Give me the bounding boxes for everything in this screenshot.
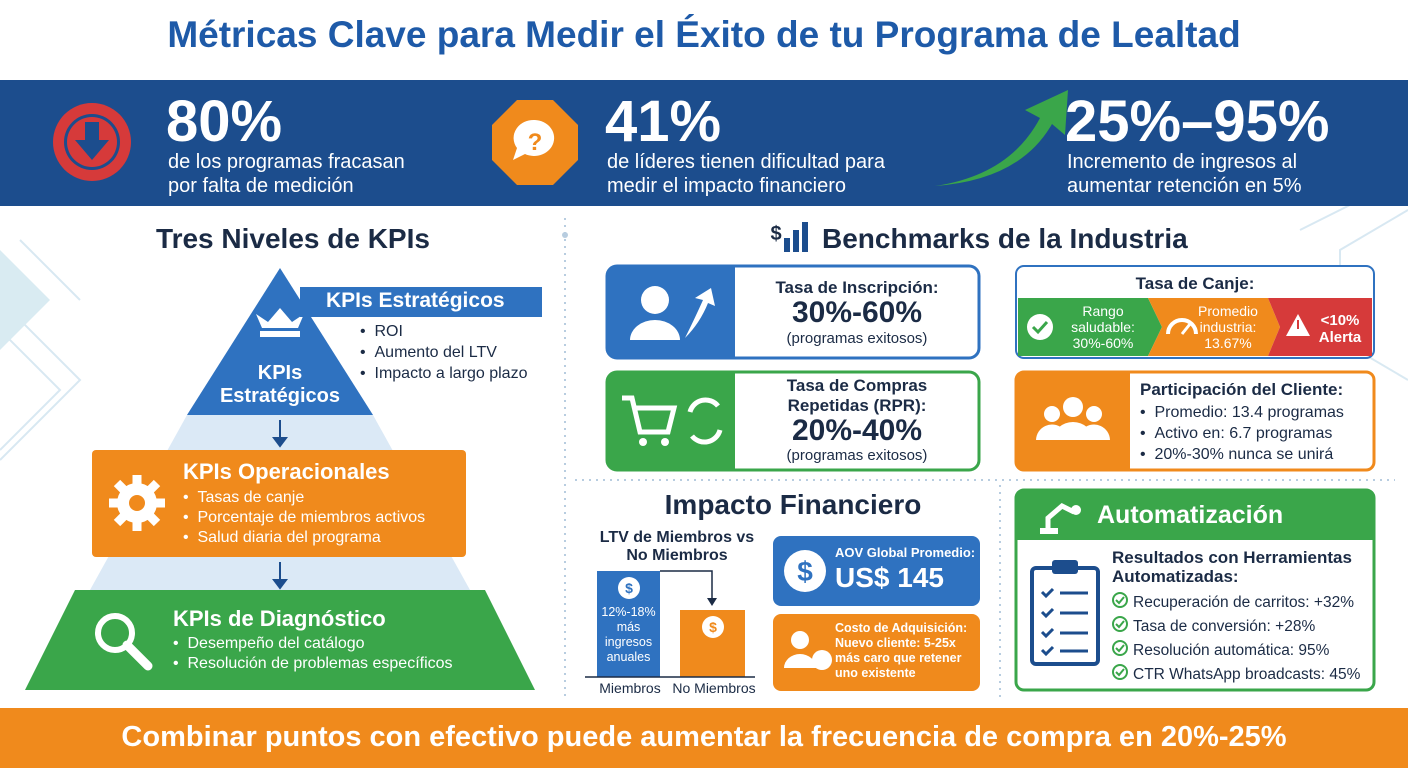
- kpi-label: KPIs Estratégicos: [326, 289, 505, 312]
- stat-value: 25%–95%: [1065, 89, 1330, 154]
- list-item: Costo de Adquisición:: [835, 621, 968, 635]
- card-label: Tasa de Inscripción:: [775, 278, 939, 297]
- card-note: (programas exitosos): [786, 447, 928, 464]
- list-item: Alerta: [1318, 329, 1362, 346]
- card-title: Participación del Cliente:: [1140, 380, 1344, 399]
- list-item: Automatizadas:: [1112, 567, 1239, 586]
- list-item: CTR WhatsApp broadcasts: 45%: [1133, 666, 1361, 683]
- list-item: Promedio: 13.4 programas: [1140, 402, 1344, 423]
- bar-note: 12%-18% más ingresos anuales: [597, 605, 660, 665]
- list-item: 12%-18%: [601, 605, 656, 619]
- svg-text:?: ?: [528, 129, 543, 156]
- list-item: KPIs: [257, 362, 303, 384]
- list-item: Recuperación de carritos: +32%: [1133, 594, 1354, 611]
- list-item: Repetidas (RPR):: [787, 396, 927, 415]
- list-item: más caro que retener: [835, 651, 962, 665]
- pyramid-label: KPIs Estratégicos: [200, 362, 360, 408]
- kpi-label: KPIs de Diagnóstico: [173, 606, 386, 631]
- list-item: 13.67%: [1204, 335, 1252, 351]
- kpi-list: Tasas de canjePorcentaje de miembros act…: [183, 488, 426, 548]
- list-item: LTV de Miembros vs: [599, 529, 755, 546]
- list-item: uno existente: [835, 666, 916, 680]
- list-item: industria:: [1199, 319, 1257, 335]
- card-note: (programas exitosos): [786, 330, 928, 347]
- card-title: Tasa de Canje:: [1135, 274, 1255, 293]
- stat-text: de líderes tienen dificultad para medir e…: [607, 150, 885, 198]
- list-item: ingresos: [604, 635, 653, 649]
- list-item: Rango: [1082, 303, 1124, 319]
- list-item: Estratégicos: [219, 385, 341, 407]
- list-item: Resolución automática: 95%: [1133, 642, 1330, 659]
- page-title: Métricas Clave para Medir el Éxito de tu…: [167, 14, 1241, 55]
- stat-text: Incremento de ingresos al aumentar retenc…: [1067, 150, 1302, 198]
- list-item: <10%: [1320, 312, 1360, 329]
- list-item: saludable:: [1071, 319, 1135, 335]
- list-item: Porcentaje de miembros activos: [183, 508, 426, 528]
- card-value: US$ 145: [835, 562, 944, 593]
- list-item: Tasa de Compras: [786, 376, 928, 395]
- list-item: Aumento del LTV: [360, 342, 527, 363]
- list-item: 20%-30% nunca se unirá: [1140, 444, 1344, 465]
- card-subtitle: Resultados con Herramientas Automatizadas…: [1112, 548, 1352, 586]
- card-value: 20%-40%: [791, 414, 923, 447]
- list-item: Tasas de canje: [183, 488, 425, 508]
- list-item: No Miembros: [626, 547, 728, 564]
- card-value: 30%-60%: [791, 296, 923, 329]
- kpi-list: Desempeño del catálogoResolución de prob…: [173, 634, 453, 674]
- segment-label: Rango saludable: 30%-60%: [1058, 303, 1148, 351]
- list-item: ROI: [360, 321, 527, 342]
- stat-text: de los programas fracasan por falta de me…: [168, 150, 405, 198]
- list-item: 30%-60%: [1072, 335, 1134, 351]
- list-item: medir el impacto financiero: [607, 175, 846, 197]
- list-item: Impacto a largo plazo: [360, 363, 528, 384]
- list-item: Resultados con Herramientas: [1112, 548, 1352, 567]
- list-item: aumentar retención en 5%: [1067, 175, 1302, 197]
- section-title: Tres Niveles de KPIs: [156, 223, 430, 254]
- card-text: Costo de Adquisición: Nuevo cliente: 5-25…: [835, 621, 967, 681]
- card-list: Promedio: 13.4 programasActivo en: 6.7 p…: [1140, 402, 1344, 465]
- kpi-list: ROIAumento del LTVImpacto a largo plazo: [360, 321, 528, 384]
- card-label: Tasa de Compras Repetidas (RPR):: [735, 376, 979, 416]
- list-item: anuales: [606, 650, 651, 664]
- stat-value: 41%: [605, 89, 722, 154]
- category-label: Miembros: [599, 680, 661, 696]
- svg-text:$: $: [709, 619, 717, 635]
- list-item: Desempeño del catálogo: [173, 634, 453, 654]
- kpi-label: KPIs Operacionales: [183, 459, 390, 484]
- list-item: Salud diaria del programa: [183, 528, 425, 548]
- list-item: Activo en: 6.7 programas: [1140, 423, 1344, 444]
- category-label: No Miembros: [672, 680, 756, 696]
- footer-text: Combinar puntos con efectivo puede aumen…: [121, 721, 1287, 753]
- list-item: por falta de medición: [168, 175, 354, 197]
- section-title: Impacto Financiero: [664, 489, 922, 520]
- svg-text:$: $: [625, 580, 633, 596]
- svg-text:$: $: [770, 223, 781, 245]
- list-item: de los programas fracasan: [168, 151, 405, 173]
- list-item: de líderes tienen dificultad para: [607, 151, 885, 173]
- stat-value: 80%: [166, 89, 283, 154]
- list-item: Resolución de problemas específicos: [173, 654, 453, 674]
- list-item: Tasa de conversión: +28%: [1133, 618, 1316, 635]
- chart-title: LTV de Miembros vs No Miembros: [577, 529, 777, 565]
- segment-label: Promedio industria: 13.67%: [1188, 303, 1268, 351]
- svg-text:$: $: [797, 556, 813, 587]
- list-item: Incremento de ingresos al: [1067, 151, 1298, 173]
- card-title: Automatización: [1097, 501, 1284, 529]
- card-label: AOV Global Promedio:: [835, 545, 976, 560]
- list-item: Nuevo cliente: 5-25x: [835, 636, 956, 650]
- section-title: Benchmarks de la Industria: [822, 223, 1188, 254]
- list-item: Promedio: [1198, 303, 1258, 319]
- card-list: Recuperación de carritos: +32% Tasa de co…: [1133, 591, 1360, 687]
- segment-label: <10% Alerta: [1310, 312, 1370, 346]
- list-item: más: [616, 620, 641, 634]
